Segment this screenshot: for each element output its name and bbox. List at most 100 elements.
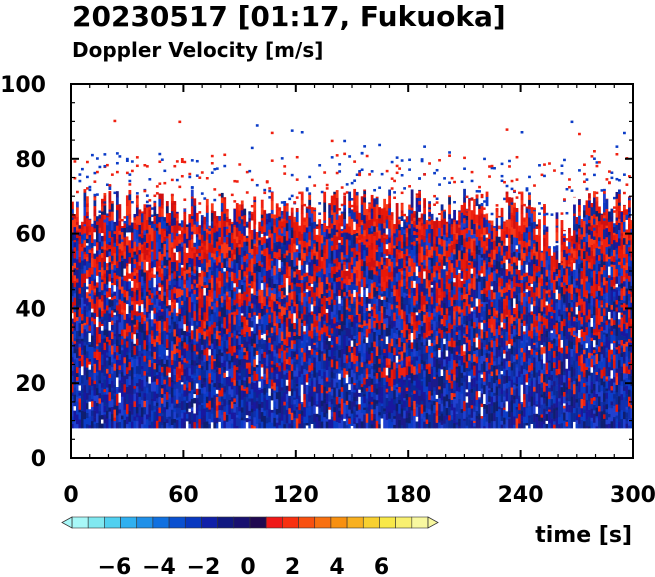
- velocity-cell: [73, 262, 77, 269]
- velocity-cell: [153, 194, 157, 198]
- velocity-cell: [118, 286, 122, 290]
- velocity-cell: [125, 245, 129, 255]
- velocity-cell: [360, 221, 364, 226]
- velocity-cell: [288, 397, 292, 409]
- velocity-cell: [150, 234, 154, 242]
- velocity-cell: [303, 260, 307, 268]
- velocity-cell: [358, 262, 362, 272]
- velocity-cell: [283, 387, 287, 393]
- velocity-cell: [325, 322, 329, 327]
- velocity-cell: [130, 255, 134, 258]
- velocity-cell: [338, 255, 342, 263]
- velocity-cell: [183, 362, 187, 370]
- velocity-cell: [198, 350, 202, 359]
- velocity-cell: [175, 399, 179, 404]
- velocity-cell: [173, 321, 177, 330]
- velocity-cell: [78, 235, 82, 245]
- velocity-cell: [163, 249, 167, 257]
- velocity-cell: [308, 410, 312, 416]
- velocity-cell: [290, 212, 294, 220]
- velocity-cell: [133, 258, 137, 265]
- velocity-cell: [120, 312, 124, 315]
- velocity-cell: [358, 271, 362, 282]
- velocity-cell: [128, 375, 132, 386]
- velocity-cell: [350, 251, 354, 258]
- velocity-cell: [225, 370, 229, 377]
- velocity-cell: [318, 383, 322, 394]
- velocity-cell: [283, 235, 287, 245]
- velocity-cell: [278, 241, 282, 249]
- velocity-cell: [188, 239, 192, 249]
- velocity-cell: [328, 217, 332, 224]
- velocity-cell: [358, 229, 362, 233]
- velocity-cell: [335, 328, 339, 337]
- velocity-cell: [323, 412, 327, 418]
- velocity-cell: [230, 412, 234, 420]
- velocity-cell: [358, 367, 362, 376]
- velocity-cell: [183, 334, 187, 338]
- velocity-cell: [378, 411, 382, 416]
- velocity-cell: [173, 412, 177, 419]
- velocity-cell: [220, 340, 224, 351]
- velocity-cell: [93, 303, 97, 314]
- velocity-cell: [295, 338, 299, 350]
- velocity-cell: [308, 417, 312, 426]
- velocity-cell: [195, 296, 199, 300]
- velocity-cell: [148, 216, 152, 223]
- velocity-cell: [105, 360, 109, 369]
- velocity-cell: [115, 196, 119, 205]
- velocity-cell: [120, 286, 124, 294]
- velocity-cell: [198, 292, 202, 299]
- velocity-cell: [303, 296, 307, 307]
- velocity-cell: [380, 386, 384, 397]
- velocity-cell: [323, 386, 327, 392]
- velocity-cell: [300, 275, 304, 281]
- velocity-cell: [218, 401, 222, 406]
- velocity-cell: [378, 304, 382, 311]
- velocity-cell: [345, 258, 349, 263]
- velocity-cell: [355, 366, 359, 372]
- velocity-cell: [378, 402, 382, 413]
- velocity-cell: [113, 119, 117, 123]
- velocity-cell: [83, 309, 87, 317]
- velocity-cell: [268, 287, 272, 297]
- velocity-cell: [365, 374, 369, 379]
- velocity-cell: [285, 255, 289, 263]
- velocity-cell: [260, 392, 264, 402]
- velocity-cell: [323, 340, 327, 350]
- velocity-cell: [275, 398, 279, 405]
- velocity-cell: [200, 249, 204, 259]
- velocity-cell: [273, 417, 277, 427]
- velocity-cell: [140, 420, 144, 425]
- velocity-cell: [235, 247, 239, 255]
- velocity-cell: [98, 165, 102, 169]
- velocity-cell: [223, 333, 227, 341]
- velocity-cell: [280, 201, 284, 204]
- velocity-cell: [320, 293, 324, 299]
- velocity-cell: [175, 352, 179, 361]
- velocity-cell: [223, 360, 227, 368]
- velocity-cell: [71, 392, 74, 396]
- velocity-cell: [193, 393, 197, 398]
- velocity-cell: [245, 405, 249, 416]
- velocity-cell: [328, 203, 332, 205]
- velocity-cell: [150, 413, 154, 422]
- velocity-cell: [128, 278, 132, 282]
- velocity-cell: [120, 276, 124, 280]
- velocity-cell: [175, 312, 179, 317]
- velocity-cell: [308, 251, 312, 260]
- velocity-cell: [95, 316, 99, 325]
- velocity-cell: [163, 421, 167, 429]
- velocity-cell: [243, 280, 247, 283]
- velocity-cell: [100, 372, 104, 383]
- velocity-cell: [155, 372, 159, 376]
- velocity-cell: [215, 389, 219, 394]
- velocity-cell: [273, 218, 277, 226]
- velocity-cell: [270, 392, 274, 401]
- velocity-cell: [268, 395, 272, 403]
- velocity-cell: [95, 413, 99, 423]
- velocity-cell: [330, 340, 334, 345]
- velocity-cell: [160, 260, 164, 266]
- velocity-cell: [228, 276, 232, 283]
- velocity-cell: [125, 416, 129, 425]
